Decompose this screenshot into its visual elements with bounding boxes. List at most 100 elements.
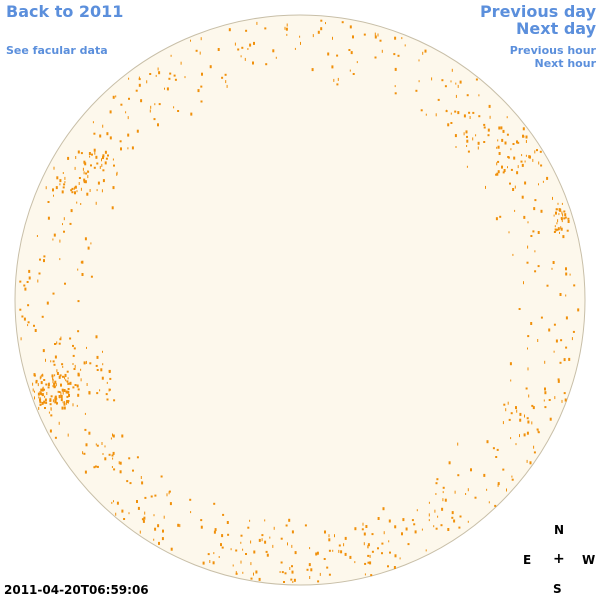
- facula-speck: [62, 223, 63, 226]
- facula-speck: [144, 496, 147, 499]
- facula-speck: [517, 141, 520, 144]
- facula-speck: [37, 392, 40, 396]
- facula-speck: [54, 355, 57, 359]
- facula-speck: [311, 68, 314, 72]
- facula-speck: [549, 417, 552, 421]
- facula-speck: [45, 186, 47, 190]
- facula-speck: [560, 339, 563, 342]
- facula-speck: [272, 544, 274, 548]
- facula-speck: [209, 65, 212, 69]
- facula-speck: [102, 453, 104, 455]
- facula-speck: [95, 335, 98, 339]
- facula-speck: [416, 509, 418, 512]
- facula-speck: [101, 189, 103, 193]
- facula-speck: [502, 171, 505, 174]
- facula-speck: [33, 324, 35, 327]
- facula-speck: [101, 163, 103, 167]
- facula-speck: [87, 175, 89, 179]
- previous-day-link[interactable]: Previous day: [479, 2, 596, 21]
- facula-speck: [525, 140, 527, 143]
- facula-speck: [113, 468, 116, 471]
- facula-speck: [495, 456, 498, 458]
- facula-speck: [48, 382, 50, 385]
- facula-speck: [264, 540, 267, 544]
- facula-speck: [221, 534, 224, 538]
- facula-speck: [442, 491, 444, 494]
- facula-speck: [510, 379, 512, 382]
- facula-speck: [53, 385, 56, 388]
- facula-speck: [74, 191, 76, 195]
- facula-speck: [486, 440, 489, 444]
- facula-speck: [553, 323, 556, 326]
- facula-speck: [54, 343, 56, 345]
- facula-speck: [488, 501, 490, 504]
- facula-speck: [138, 83, 141, 87]
- facula-speck: [38, 396, 40, 399]
- facula-speck: [59, 179, 62, 183]
- facula-speck: [502, 421, 504, 425]
- facula-speck: [102, 363, 104, 366]
- facula-speck: [516, 140, 518, 144]
- facula-speck: [55, 397, 58, 400]
- facula-speck: [207, 553, 210, 556]
- facula-speck: [517, 165, 519, 169]
- facula-speck: [510, 148, 512, 151]
- facula-speck: [241, 46, 244, 49]
- facula-speck: [540, 316, 543, 319]
- facula-speck: [214, 528, 217, 532]
- facula-speck: [306, 568, 309, 571]
- facula-speck: [261, 538, 263, 542]
- facula-speck: [41, 392, 42, 396]
- facula-speck: [88, 391, 91, 395]
- facula-speck: [252, 61, 254, 65]
- back-to-year-link[interactable]: Back to 2011: [6, 2, 124, 21]
- facula-speck: [450, 112, 452, 115]
- facula-speck: [66, 370, 69, 373]
- facula-speck: [61, 388, 64, 392]
- facula-speck: [512, 253, 514, 256]
- facula-speck: [52, 377, 54, 380]
- facula-speck: [43, 388, 45, 391]
- facula-speck: [558, 213, 560, 216]
- facula-speck: [349, 25, 352, 29]
- facula-speck: [51, 374, 54, 378]
- facula-speck: [43, 259, 45, 263]
- facula-speck: [546, 176, 549, 180]
- facula-speck: [112, 186, 115, 190]
- facula-speck: [340, 550, 343, 554]
- facula-speck: [524, 181, 527, 185]
- facula-speck: [521, 154, 523, 157]
- facula-speck: [44, 407, 46, 409]
- next-day-link[interactable]: Next day: [516, 19, 596, 38]
- facula-speck: [466, 139, 469, 143]
- facula-speck: [123, 518, 126, 520]
- facula-speck: [247, 526, 250, 529]
- facula-speck: [102, 169, 105, 172]
- facula-speck: [40, 392, 42, 396]
- facula-speck: [532, 230, 535, 233]
- facula-speck: [352, 73, 355, 75]
- facula-speck: [96, 392, 99, 395]
- facula-speck: [503, 169, 506, 172]
- next-hour-link[interactable]: Next hour: [534, 57, 597, 70]
- facula-speck: [59, 395, 61, 399]
- facula-speck: [226, 84, 228, 88]
- facula-speck: [367, 561, 370, 564]
- facula-speck: [46, 392, 48, 395]
- facula-speck: [26, 281, 29, 283]
- facula-speck: [250, 562, 252, 566]
- facula-speck: [530, 322, 533, 325]
- facula-speck: [477, 146, 479, 150]
- facula-speck: [344, 552, 347, 556]
- facula-speck: [199, 51, 201, 55]
- facula-speck: [65, 390, 68, 394]
- facula-speck: [336, 83, 339, 86]
- facula-speck: [538, 161, 540, 165]
- facula-speck: [364, 562, 367, 565]
- facula-speck: [374, 56, 377, 59]
- facula-speck: [527, 221, 529, 224]
- previous-hour-link[interactable]: Previous hour: [509, 44, 596, 57]
- facula-speck: [299, 35, 301, 38]
- facula-speck: [63, 230, 65, 233]
- see-facular-data-link[interactable]: See facular data: [6, 44, 108, 57]
